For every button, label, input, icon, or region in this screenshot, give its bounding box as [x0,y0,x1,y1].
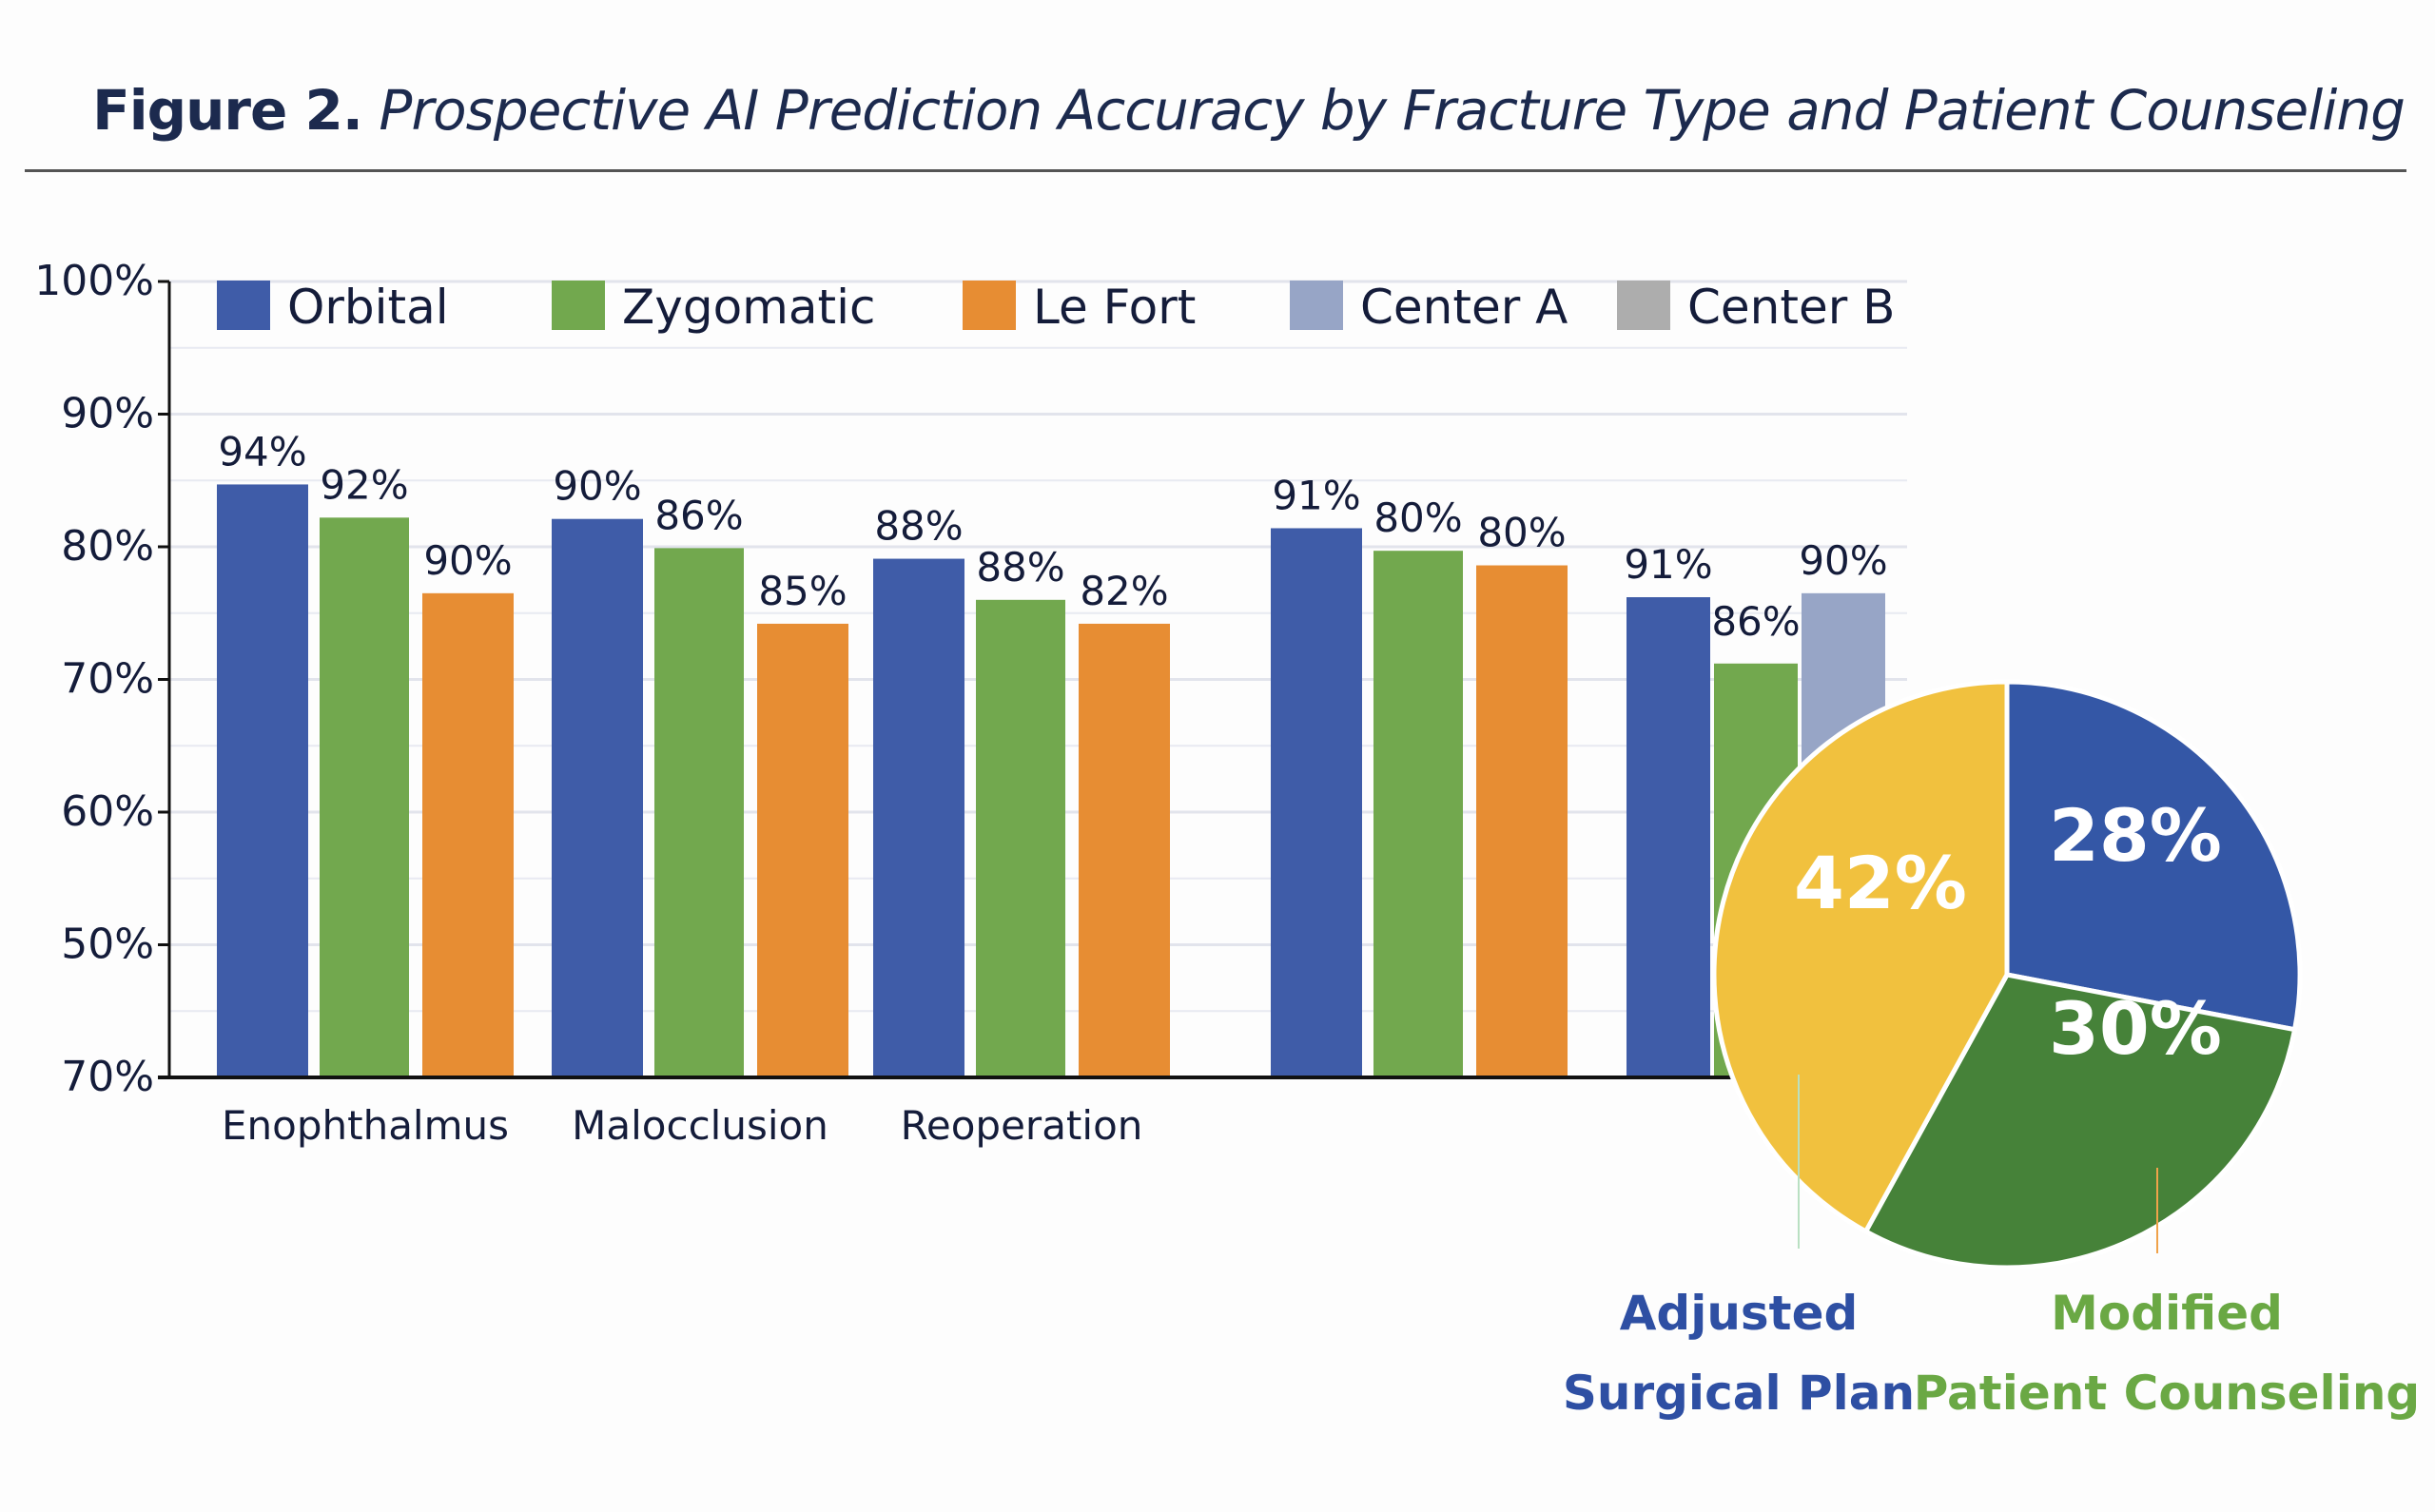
bar [1079,623,1170,1077]
y-tick-label: 70% [61,1053,154,1101]
legend-label: Zygomatic [622,280,876,335]
legend-label: Orbital [287,280,449,335]
pie-slice-label: 30% [2049,986,2222,1071]
y-tick-label: 80% [61,522,154,571]
legend-label: Le Fort [1033,280,1196,335]
y-tick-label: 90% [61,390,154,438]
bar-value-label: 80% [1373,494,1462,541]
bar-value-label: 91% [1624,541,1712,588]
bar-value-label: 91% [1272,472,1360,518]
figure-title-text: Prospective AI Prediction Accuracy by Fr… [379,78,2406,143]
pie-caption-line2: Surgical Plan [1563,1366,1915,1421]
legend-swatch [1290,281,1343,330]
title-divider [25,169,2406,172]
bar-labels: 94% 92% 90% 90% 86% 85% 88% 88% 82% 91% 80% 80% 91% 8… [218,428,1887,644]
legend-swatch [552,281,605,330]
y-tick-label: 100% [34,257,154,305]
y-tick-label: 50% [61,921,154,969]
pie-slice-label: 42% [1794,841,1967,925]
pie-slice-label: 28% [2049,793,2222,878]
category-labels: Enophthalmus Malocclusion Reoperation [222,1102,1142,1149]
bar [552,518,643,1077]
legend-swatch [217,281,270,330]
legend-label: Center A [1360,280,1568,335]
bar [320,517,409,1077]
bar-value-label: 94% [218,428,306,475]
bar [976,599,1065,1077]
bar-value-label: 86% [654,492,743,538]
bar-value-label: 90% [423,537,512,584]
bar-value-label: 82% [1080,568,1168,614]
pie-slice [1711,679,2010,1235]
pie-slice [2004,679,2303,1033]
bar-value-label: 86% [1711,598,1800,645]
category-label: Reoperation [901,1102,1143,1149]
pie-caption-line1: Modified [2051,1286,2283,1341]
bar-value-label: 90% [1799,537,1887,584]
y-tick-label: 70% [61,655,154,704]
bar-value-label: 88% [976,544,1064,591]
bar [1627,597,1710,1077]
figure-label: Figure 2. [92,78,363,143]
bar-value-label: 92% [320,461,408,508]
bar [422,592,514,1077]
bar-value-label: 88% [874,503,963,550]
bar [1373,551,1463,1077]
pie-caption-line1: Adjusted [1620,1286,1859,1341]
bar-value-label: 80% [1477,510,1566,556]
category-label: Malocclusion [572,1102,828,1149]
pie-chart: 28% 30% 42% [1711,679,2303,1270]
figure-title: Figure 2. Prospective AI Prediction Accu… [92,78,2406,143]
pie-caption-line2: Patient Counseling [1914,1366,2420,1421]
y-tick-label: 60% [61,787,154,836]
bar [654,548,744,1077]
category-label: Enophthalmus [222,1102,509,1149]
bar [873,558,964,1077]
bar [217,484,308,1077]
bar [1271,528,1362,1077]
legend: Orbital Zygomatic Le Fort Center A Center B [217,280,1895,335]
bar [757,623,848,1077]
bar-value-label: 85% [758,568,847,614]
pie-slice [1862,972,2298,1270]
legend-swatch [963,281,1016,330]
axes: 100% 90% 80% 70% 60% 50% 70% [34,257,1826,1101]
legend-label: Center B [1687,280,1895,335]
legend-swatch [1617,281,1670,330]
pie-captions: Adjusted Surgical Plan Modified Patient Cou… [1563,1286,2420,1421]
bar-value-label: 90% [553,463,641,510]
bar [1476,565,1568,1077]
